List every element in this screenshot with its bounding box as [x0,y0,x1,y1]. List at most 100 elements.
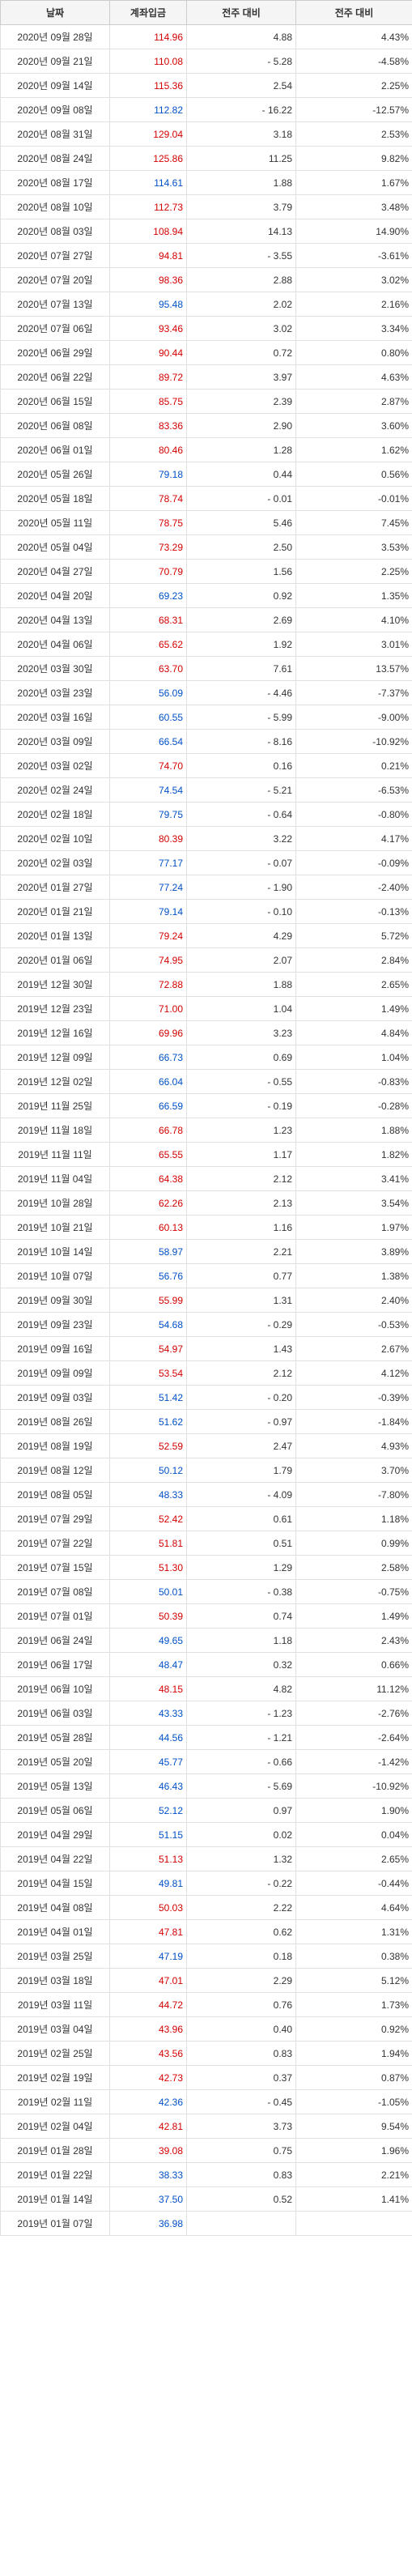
table-row: 2020년 07월 20일98.362.883.02% [1,268,412,292]
cell-pct: 1.04% [296,1045,412,1070]
cell-pct: -0.53% [296,1313,412,1337]
cell-deposit: 77.17 [110,851,187,875]
cell-diff: - 1.23 [187,1701,296,1726]
cell-pct: 3.02% [296,268,412,292]
cell-deposit: 43.56 [110,2042,187,2066]
cell-pct: 4.43% [296,25,412,49]
cell-pct: 1.49% [296,1604,412,1629]
cell-deposit: 51.42 [110,1386,187,1410]
table-row: 2019년 12월 02일66.04- 0.55-0.83% [1,1070,412,1094]
cell-deposit: 56.76 [110,1264,187,1288]
cell-date: 2020년 03월 30일 [1,657,110,681]
cell-diff: - 0.38 [187,1580,296,1604]
cell-deposit: 42.36 [110,2090,187,2114]
cell-diff: 14.13 [187,219,296,244]
table-row: 2019년 01월 28일39.080.751.96% [1,2139,412,2163]
table-row: 2019년 10월 14일58.972.213.89% [1,1240,412,1264]
header-date[interactable]: 날짜 [1,1,110,25]
cell-deposit: 112.73 [110,195,187,219]
cell-date: 2020년 04월 13일 [1,608,110,632]
cell-diff: - 1.21 [187,1726,296,1750]
cell-date: 2019년 07월 01일 [1,1604,110,1629]
cell-date: 2019년 12월 30일 [1,973,110,997]
cell-deposit: 52.59 [110,1434,187,1458]
table-row: 2019년 06월 10일48.154.8211.12% [1,1677,412,1701]
table-row: 2019년 05월 06일52.120.971.90% [1,1799,412,1823]
table-row: 2019년 07월 01일50.390.741.49% [1,1604,412,1629]
cell-date: 2019년 10월 14일 [1,1240,110,1264]
cell-date: 2019년 04월 29일 [1,1823,110,1847]
cell-pct: 2.65% [296,973,412,997]
cell-date: 2020년 05월 04일 [1,535,110,560]
cell-pct: 5.72% [296,924,412,948]
cell-diff: 5.46 [187,511,296,535]
cell-diff: 0.75 [187,2139,296,2163]
cell-date: 2020년 08월 31일 [1,122,110,147]
cell-pct: 3.48% [296,195,412,219]
table-row: 2019년 05월 20일45.77- 0.66-1.42% [1,1750,412,1774]
cell-pct: 9.82% [296,147,412,171]
header-pct[interactable]: 전주 대비 [296,1,412,25]
cell-deposit: 52.12 [110,1799,187,1823]
cell-pct: 1.94% [296,2042,412,2066]
cell-diff: 2.21 [187,1240,296,1264]
cell-date: 2019년 12월 23일 [1,997,110,1021]
cell-diff: 0.74 [187,1604,296,1629]
cell-diff: 2.22 [187,1896,296,1920]
table-row: 2020년 02월 18일79.75- 0.64-0.80% [1,803,412,827]
cell-diff: 2.90 [187,414,296,438]
cell-diff: 2.12 [187,1361,296,1386]
cell-pct: -10.92% [296,1774,412,1799]
cell-diff: 1.43 [187,1337,296,1361]
cell-diff: 4.29 [187,924,296,948]
cell-pct: -6.53% [296,778,412,803]
cell-date: 2019년 04월 22일 [1,1847,110,1871]
cell-pct: -2.40% [296,875,412,900]
cell-date: 2019년 04월 01일 [1,1920,110,1944]
table-row: 2019년 11월 11일65.551.171.82% [1,1143,412,1167]
cell-pct: -4.58% [296,49,412,74]
table-row: 2019년 06월 24일49.651.182.43% [1,1629,412,1653]
table-row: 2020년 09월 21일110.08- 5.28-4.58% [1,49,412,74]
cell-diff: 1.88 [187,171,296,195]
table-row: 2019년 07월 15일51.301.292.58% [1,1556,412,1580]
cell-date: 2019년 10월 21일 [1,1216,110,1240]
table-row: 2019년 11월 25일66.59- 0.19-0.28% [1,1094,412,1118]
table-row: 2019년 09월 09일53.542.124.12% [1,1361,412,1386]
cell-deposit: 65.55 [110,1143,187,1167]
table-row: 2020년 09월 08일112.82- 16.22-12.57% [1,98,412,122]
cell-pct: 0.04% [296,1823,412,1847]
header-diff[interactable]: 전주 대비 [187,1,296,25]
cell-deposit: 115.36 [110,74,187,98]
cell-deposit: 51.62 [110,1410,187,1434]
cell-diff: 0.76 [187,1993,296,2017]
cell-deposit: 80.39 [110,827,187,851]
table-row: 2019년 03월 11일44.720.761.73% [1,1993,412,2017]
cell-date: 2020년 03월 09일 [1,730,110,754]
cell-deposit: 56.09 [110,681,187,705]
header-deposit[interactable]: 계좌입금 [110,1,187,25]
cell-pct: -0.80% [296,803,412,827]
cell-pct: 0.99% [296,1531,412,1556]
cell-date: 2019년 02월 04일 [1,2114,110,2139]
cell-date: 2019년 09월 09일 [1,1361,110,1386]
table-row: 2020년 09월 14일115.362.542.25% [1,74,412,98]
cell-diff: 1.23 [187,1118,296,1143]
cell-date: 2020년 02월 24일 [1,778,110,803]
cell-diff: - 3.55 [187,244,296,268]
cell-date: 2020년 07월 06일 [1,317,110,341]
cell-date: 2019년 12월 02일 [1,1070,110,1094]
cell-diff: 3.23 [187,1021,296,1045]
table-row: 2020년 01월 13일79.244.295.72% [1,924,412,948]
cell-diff: 2.12 [187,1167,296,1191]
cell-date: 2019년 11월 11일 [1,1143,110,1167]
table-row: 2020년 08월 17일114.611.881.67% [1,171,412,195]
cell-diff: 2.07 [187,948,296,973]
cell-deposit: 79.18 [110,462,187,487]
cell-pct: 0.38% [296,1944,412,1969]
cell-deposit: 38.33 [110,2163,187,2187]
cell-deposit: 94.81 [110,244,187,268]
cell-diff: 3.18 [187,122,296,147]
cell-deposit: 49.81 [110,1871,187,1896]
cell-diff: 4.88 [187,25,296,49]
